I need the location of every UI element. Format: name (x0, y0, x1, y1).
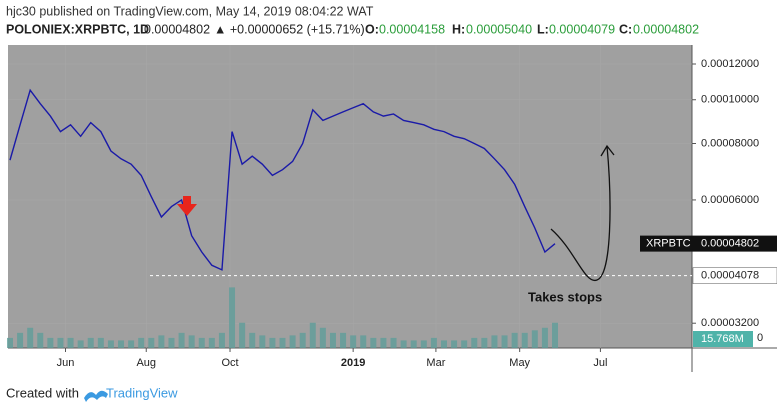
volume-bar (440, 340, 447, 348)
volume-bar (148, 337, 155, 348)
projection-curve (550, 145, 611, 282)
volume-bar (370, 337, 377, 348)
c: 0.00004802 (633, 22, 699, 36)
volume-bar (380, 337, 387, 348)
volume-bar (319, 327, 326, 348)
change: ▲ +0.00000652 (+15.71%) (214, 22, 365, 36)
annotation: Takes stops (528, 289, 602, 304)
volume-bar (299, 332, 306, 348)
volume-bar (229, 287, 236, 348)
volume-bar (471, 337, 478, 348)
volume-bar (249, 332, 256, 348)
volume-bar (17, 332, 24, 348)
symbol: POLONIEX:XRPBTC, 1D (6, 22, 149, 36)
volume-bar (279, 337, 286, 348)
volume-bar (552, 322, 558, 348)
x-tick-label: 2019 (341, 357, 365, 369)
y-tick-label: 0.00008000 (701, 137, 759, 149)
y-tick-label: 0.00003200 (701, 317, 759, 329)
volume-bar (501, 335, 508, 348)
volume-bar (289, 335, 296, 348)
volume-bar (128, 340, 135, 348)
volume-bar (239, 322, 246, 348)
volume-bar (47, 337, 54, 348)
price-line (9, 88, 556, 271)
volume-bar (521, 332, 528, 348)
volume-bar (531, 330, 538, 348)
y2-tick-label: 0 (757, 332, 763, 344)
volume-bar (198, 337, 205, 348)
volume-bar (107, 340, 114, 348)
plot-area (8, 45, 692, 348)
volume-bar (491, 335, 498, 348)
l-label: L: (537, 22, 549, 36)
volume-bar (400, 340, 407, 348)
x-tick-label: Jul (593, 357, 607, 369)
volume-bar (208, 337, 215, 348)
volume-bar (329, 332, 336, 348)
level-tag (692, 267, 777, 284)
volume-bar (138, 337, 145, 348)
red-arrow (177, 196, 197, 216)
volume-bar (340, 332, 347, 348)
l: 0.00004079 (549, 22, 615, 36)
volume-bar (461, 340, 468, 348)
volume-bar (7, 337, 13, 348)
x-tick-label: Jun (57, 357, 75, 369)
volume-bar (188, 335, 195, 348)
x-tick-label: Aug (136, 357, 156, 369)
volume-bar (420, 340, 427, 348)
volume-bar (350, 335, 357, 348)
volume-bar (259, 335, 266, 348)
volume-bar (360, 335, 367, 348)
volume-tag (693, 331, 753, 347)
footer-created: Created with (6, 385, 79, 400)
x-tick-label: May (509, 357, 530, 369)
price-axis (692, 45, 777, 348)
volume-bar (158, 335, 165, 348)
footer-brand: TradingView (106, 385, 178, 400)
volume-bar (87, 337, 94, 348)
publisher: hjc30 published on TradingView.com, May … (6, 4, 374, 18)
h: 0.00005040 (466, 22, 532, 36)
volume-bar (309, 322, 316, 348)
price-tag-name: XRPBTC (646, 238, 691, 250)
level-label: 0.00004078 (701, 270, 759, 282)
brand-logo (84, 390, 108, 402)
c-label: C: (619, 22, 632, 36)
h-label: H: (452, 22, 465, 36)
volume-bar (97, 337, 104, 348)
volume-bar (451, 340, 458, 348)
volume-bar (118, 340, 125, 348)
price-tag-label: 0.00004802 (701, 238, 759, 250)
x-tick-label: Oct (221, 357, 238, 369)
volume-label: 15.768M (701, 333, 744, 345)
o-label: O: (365, 22, 379, 36)
price-tag (640, 235, 777, 252)
y-tick-label: 0.00006000 (701, 194, 759, 206)
last: 0.00004802 (144, 22, 210, 36)
volume-bar (37, 332, 44, 348)
volume-bar (511, 332, 518, 348)
volume-bar (57, 337, 64, 348)
volume-bar (410, 340, 417, 348)
projection-arrowhead (600, 144, 615, 157)
volume-bar (168, 337, 175, 348)
volume-bar (430, 337, 437, 348)
x-tick-label: Mar (426, 357, 445, 369)
volume-bar (390, 337, 397, 348)
volume-bar (269, 337, 276, 348)
volume-bar (27, 327, 34, 348)
volume-bar (178, 332, 185, 348)
volume-bar (541, 327, 548, 348)
volume-bar (218, 332, 225, 348)
volume-bar (67, 337, 74, 348)
y-tick-label: 0.00010000 (701, 94, 759, 106)
y-tick-label: 0.00012000 (701, 58, 759, 70)
volume-bar (481, 337, 488, 348)
volume-bar (77, 340, 84, 348)
o: 0.00004158 (379, 22, 445, 36)
